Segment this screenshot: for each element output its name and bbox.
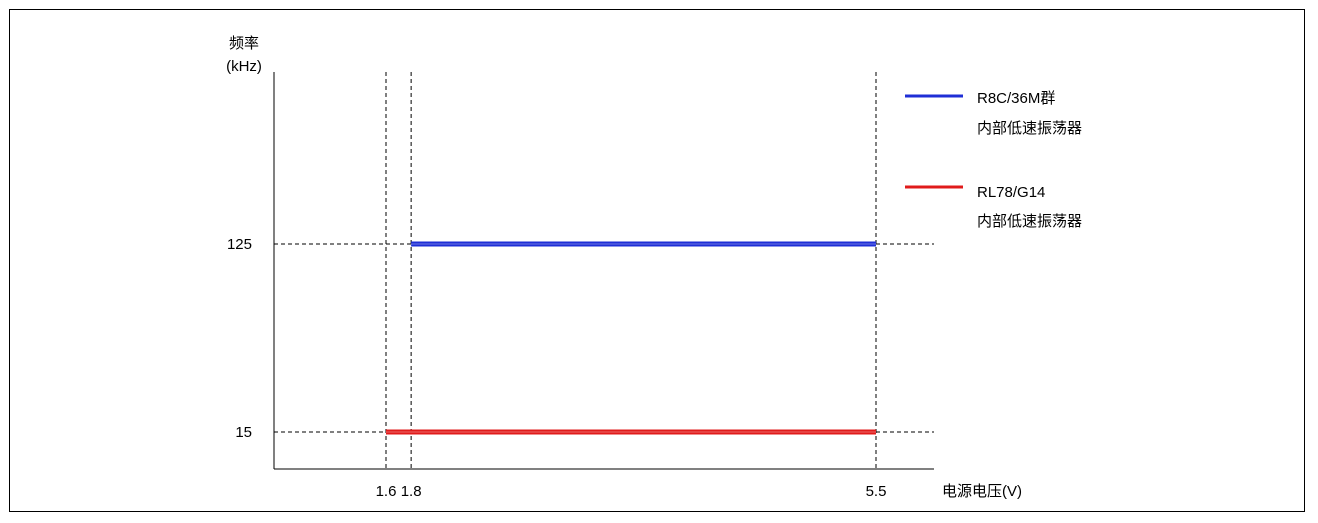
y-axis-label-line2: (kHz) — [226, 58, 262, 75]
x-axis-label: 电源电压(V) — [942, 483, 1022, 500]
y-axis-label-line1: 频率 — [229, 35, 259, 52]
legend-label-r8c-line1: R8C/36M群 — [977, 90, 1055, 107]
legend-label-rl78-line1: RL78/G14 — [977, 184, 1045, 201]
reference-lines — [274, 72, 934, 469]
x-tick-label-1-8: 1.8 — [401, 483, 422, 500]
x-tick-labels: 1.6 1.8 5.5 — [376, 483, 887, 500]
x-tick-label-5-5: 5.5 — [866, 483, 887, 500]
y-tick-label-15: 15 — [235, 424, 252, 441]
legend-label-r8c-line2: 内部低速振荡器 — [977, 120, 1082, 137]
series-lines — [386, 241, 876, 435]
y-tick-label-125: 125 — [227, 236, 252, 253]
y-tick-labels: 15 125 — [227, 236, 252, 441]
x-tick-label-1-6: 1.6 — [376, 483, 397, 500]
legend-label-rl78-line2: 内部低速振荡器 — [977, 213, 1082, 230]
chart-frame — [9, 9, 1305, 512]
legend: R8C/36M群 内部低速振荡器 RL78/G14 内部低速振荡器 — [905, 90, 1082, 230]
